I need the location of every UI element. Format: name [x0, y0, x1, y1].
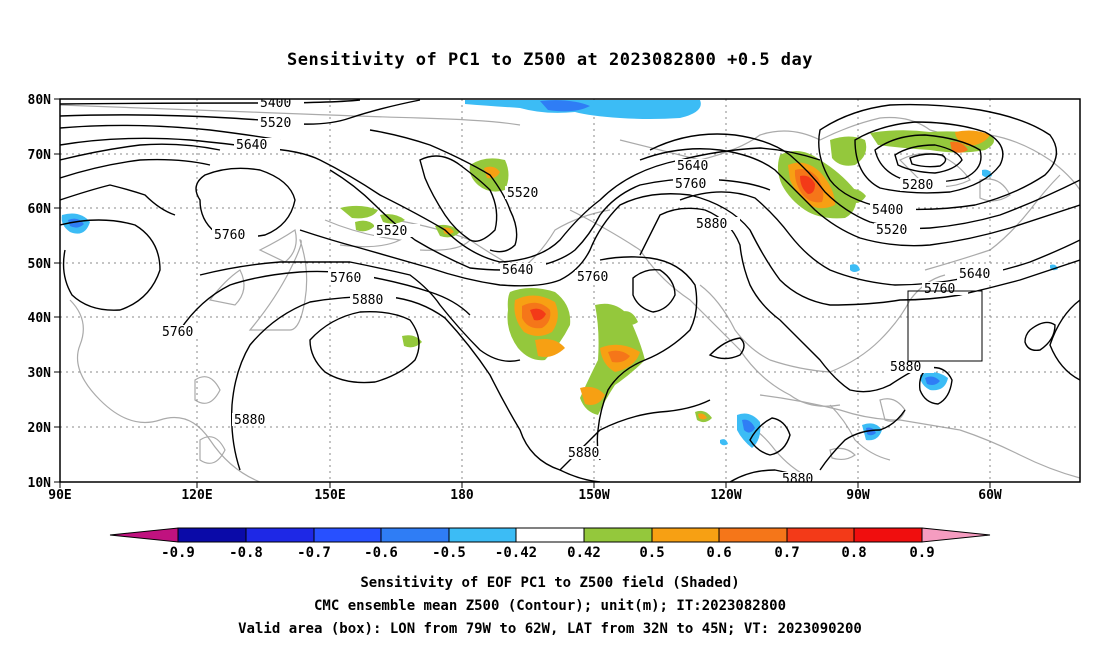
- colorbar-label-8: 0.5: [639, 545, 664, 561]
- colorbar-label-9: 0.6: [706, 545, 731, 561]
- lat-label-60n: 60N: [28, 202, 52, 217]
- contour-label-5760-b: 5760: [162, 325, 193, 340]
- lon-label-60w: 60W: [978, 488, 1002, 503]
- colorbar-bin-4: [380, 527, 450, 543]
- contour-label-5640-d: 5640: [959, 267, 990, 282]
- contour-label-5520-d: 5520: [876, 223, 907, 238]
- contour-label-5880-a: 5880: [234, 413, 265, 428]
- colorbar-label-11: 0.8: [841, 545, 866, 561]
- caption-line-2: CMC ensemble mean Z500 (Contour); unit(m…: [313, 598, 786, 614]
- contour-label-5640-b: 5640: [502, 263, 533, 278]
- contour-labels: 5400 5520 5640 5760 5760 5880 5760 5880 …: [160, 96, 1003, 487]
- colorbar-bin-1: [177, 527, 247, 543]
- colorbar-label-12: 0.9: [909, 545, 934, 561]
- contour-label-5520-a: 5520: [260, 116, 291, 131]
- lon-label-180: 180: [450, 488, 474, 503]
- colorbar-label-10: 0.7: [774, 545, 799, 561]
- lat-label-40n: 40N: [28, 311, 52, 326]
- contour-label-5520-c: 5520: [507, 186, 538, 201]
- contour-label-5520-b: 5520: [376, 224, 407, 239]
- colorbar-label-5: -0.5: [432, 545, 466, 561]
- colorbar-bin-7: [583, 527, 653, 543]
- contour-label-5400-a: 5400: [260, 96, 291, 111]
- colorbar-label-1: -0.9: [161, 545, 195, 561]
- colorbar-label-4: -0.6: [364, 545, 398, 561]
- colorbar-labels: -0.9 -0.8 -0.7 -0.6 -0.5 -0.42 0.42 0.5 …: [161, 545, 935, 561]
- lat-label-20n: 20N: [28, 421, 52, 436]
- lat-label-10n: 10N: [28, 476, 52, 491]
- colorbar-bin-10: [786, 527, 855, 543]
- contour-label-5760-d: 5760: [577, 270, 608, 285]
- axis-ticks: [54, 98, 991, 488]
- contour-label-5880-f: 5880: [890, 360, 921, 375]
- contour-label-5880-c: 5880: [696, 217, 727, 232]
- contour-label-5640-a: 5640: [236, 138, 267, 153]
- contour-label-5760-f: 5760: [924, 282, 955, 297]
- chart-title: Sensitivity of PC1 to Z500 at 2023082800…: [286, 50, 813, 70]
- caption-line-1: Sensitivity of EOF PC1 to Z500 field (Sh…: [360, 575, 740, 591]
- lon-label-120e: 120E: [181, 488, 212, 503]
- latitude-labels: 80N 70N 60N 50N 40N 30N 20N 10N: [28, 93, 52, 491]
- sensitivity-shading: [61, 100, 1058, 448]
- colorbar-bin-9: [718, 527, 788, 543]
- colorbar-bin-6: [515, 527, 585, 543]
- colorbar-bin-3: [313, 527, 382, 543]
- contour-label-5280: 5280: [902, 178, 933, 193]
- colorbar-bin-11: [853, 527, 923, 543]
- contour-label-5640-c: 5640: [677, 159, 708, 174]
- colorbar-low-triangle: [109, 527, 179, 543]
- colorbar-bin-5: [448, 527, 517, 543]
- colorbar-label-6: -0.42: [495, 545, 537, 561]
- lon-label-120w: 120W: [710, 488, 741, 503]
- colorbar-high-triangle: [921, 527, 991, 543]
- contour-label-5880-b: 5880: [352, 293, 383, 308]
- lon-label-150e: 150E: [314, 488, 345, 503]
- lon-label-90e: 90E: [48, 488, 71, 503]
- contour-label-5760-c: 5760: [330, 271, 361, 286]
- lat-label-80n: 80N: [28, 93, 52, 108]
- colorbar: [109, 527, 991, 543]
- lat-label-70n: 70N: [28, 148, 52, 163]
- contour-label-5880-d: 5880: [568, 446, 599, 461]
- lat-label-30n: 30N: [28, 366, 52, 381]
- caption-line-3: Valid area (box): LON from 79W to 62W, L…: [238, 621, 862, 637]
- colorbar-bin-8: [651, 527, 720, 543]
- colorbar-bin-2: [245, 527, 315, 543]
- contour-label-5880-e: 5880: [782, 472, 813, 487]
- colorbar-label-2: -0.8: [229, 545, 263, 561]
- colorbar-label-3: -0.7: [297, 545, 331, 561]
- longitude-labels: 90E 120E 150E 180 150W 120W 90W 60W: [48, 488, 1002, 503]
- lat-label-50n: 50N: [28, 257, 52, 272]
- lon-label-90w: 90W: [846, 488, 870, 503]
- contour-label-5760-e: 5760: [675, 177, 706, 192]
- contour-label-5400-b: 5400: [872, 203, 903, 218]
- contour-label-5760-a: 5760: [214, 228, 245, 243]
- valid-area-box: [907, 290, 983, 362]
- colorbar-label-7: 0.42: [567, 545, 601, 561]
- lon-label-150w: 150W: [578, 488, 609, 503]
